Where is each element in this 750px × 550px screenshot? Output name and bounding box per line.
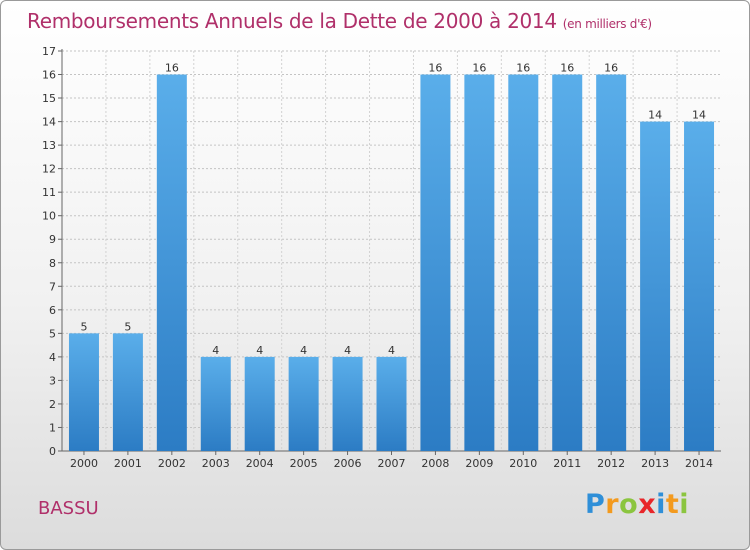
x-tick-label-2006: 2006 (334, 457, 362, 470)
x-tick-label-2008: 2008 (421, 457, 449, 470)
y-tick-label: 17 (42, 45, 56, 58)
value-label-2006: 4 (344, 344, 351, 357)
proxiti-logo: Proxiti (585, 489, 689, 520)
bar-2003 (200, 356, 231, 451)
value-label-2014: 14 (692, 109, 706, 122)
logo-letter: i (656, 489, 666, 520)
bar-2014 (684, 121, 715, 452)
value-label-2011: 16 (560, 62, 574, 75)
bar-2011 (552, 74, 583, 451)
y-tick-label: 2 (49, 398, 56, 411)
y-tick-label: 3 (49, 374, 56, 387)
x-tick-label-2000: 2000 (70, 457, 98, 470)
y-tick-label: 7 (49, 280, 56, 293)
x-tick-label-2007: 2007 (378, 457, 406, 470)
y-tick-label: 15 (42, 92, 56, 105)
y-tick-label: 13 (42, 139, 56, 152)
unit-label: (en milliers d'€) (562, 17, 652, 31)
x-tick-label-2005: 2005 (290, 457, 318, 470)
value-label-2003: 4 (212, 344, 219, 357)
bar-2012 (596, 74, 627, 451)
y-tick-label: 9 (49, 233, 56, 246)
x-tick-label-2012: 2012 (597, 457, 625, 470)
bar-2008 (420, 74, 451, 451)
y-tick-label: 16 (42, 69, 56, 82)
value-label-2009: 16 (472, 62, 486, 75)
value-labels: 5 5 16 4 4 4 4 4 16 16 16 16 16 14 14 (80, 62, 706, 357)
x-tick-label-2013: 2013 (641, 457, 669, 470)
bar-2009 (464, 74, 495, 451)
logo-letter: t (665, 489, 680, 520)
bar-2004 (244, 356, 275, 451)
x-tick-label-2011: 2011 (553, 457, 581, 470)
x-tick-label-2014: 2014 (685, 457, 713, 470)
logo-letter: r (605, 489, 620, 520)
logo-letter: x (638, 489, 657, 520)
logo-letter: o (619, 489, 639, 520)
title-text: Remboursements Annuels de la Dette de 20… (27, 9, 557, 33)
y-tick-label: 8 (49, 257, 56, 270)
value-label-2010: 16 (516, 62, 530, 75)
bar-2006 (332, 356, 363, 451)
bar-2005 (288, 356, 319, 451)
y-tick-label: 1 (49, 421, 56, 434)
y-tick-label: 0 (49, 445, 56, 458)
y-tick-label: 10 (42, 210, 56, 223)
chart-title: Remboursements Annuels de la Dette de 20… (27, 9, 652, 33)
x-tick-label-2002: 2002 (158, 457, 186, 470)
bar-2002 (156, 74, 187, 451)
x-tick-label-2001: 2001 (114, 457, 142, 470)
value-label-2008: 16 (428, 62, 442, 75)
y-tick-label: 6 (49, 304, 56, 317)
value-label-2013: 14 (648, 109, 662, 122)
x-tick-label-2004: 2004 (246, 457, 274, 470)
bars (68, 74, 715, 452)
y-tick-label: 11 (42, 186, 56, 199)
value-label-2001: 5 (124, 320, 131, 333)
value-label-2007: 4 (388, 344, 395, 357)
place-name: BASSU (38, 498, 99, 519)
bar-2013 (640, 121, 671, 452)
y-tick-label: 5 (49, 327, 56, 340)
value-label-2000: 5 (80, 320, 87, 333)
bar-2001 (112, 333, 143, 451)
y-tick-label: 12 (42, 163, 56, 176)
logo-letter: i (679, 489, 690, 520)
y-tick-label: 4 (49, 351, 56, 364)
value-label-2012: 16 (604, 62, 618, 75)
bar-2000 (68, 333, 99, 451)
x-tick-label-2009: 2009 (465, 457, 493, 470)
value-label-2005: 4 (300, 344, 307, 357)
y-tick-label: 14 (42, 116, 56, 129)
value-label-2002: 16 (165, 62, 179, 75)
bar-2007 (376, 356, 407, 451)
x-tick-label-2010: 2010 (509, 457, 537, 470)
value-label-2004: 4 (256, 344, 263, 357)
bar-2010 (508, 74, 539, 451)
logo-letter: P (585, 489, 606, 520)
x-tick-labels: 2000 2001 2002 2003 2004 2005 2006 2007 2008 2009… (70, 457, 713, 470)
x-tick-label-2003: 2003 (202, 457, 230, 470)
